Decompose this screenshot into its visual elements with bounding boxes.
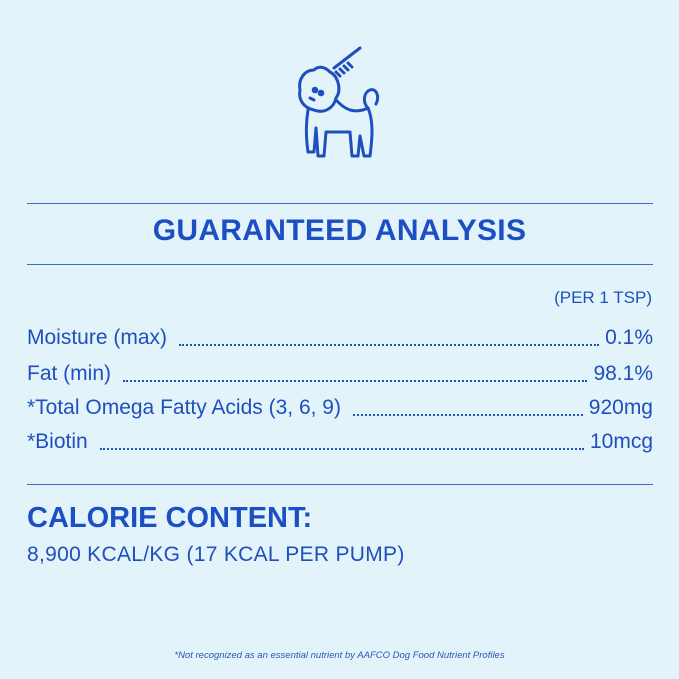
divider [27, 264, 653, 265]
analysis-row: *Biotin 10mcg [27, 428, 653, 454]
row-label: Moisture (max) [27, 326, 168, 349]
footnote: *Not recognized as an essential nutrient… [174, 650, 505, 661]
row-value: 920mg [588, 396, 653, 419]
divider [27, 484, 653, 485]
row-label: *Biotin [27, 430, 88, 453]
section-title: GUARANTEED ANALYSIS [152, 214, 527, 247]
dog-with-brush-icon [298, 46, 380, 158]
row-label: Fat (min) [27, 362, 111, 385]
analysis-row: Moisture (max) 0.1% [27, 324, 653, 350]
calorie-value: 8,900 KCAL/KG (17 KCAL PER PUMP) [27, 543, 405, 566]
row-value: 98.1% [593, 362, 653, 385]
calorie-heading: CALORIE CONTENT: [27, 502, 313, 534]
analysis-row: *Total Omega Fatty Acids (3, 6, 9) 920mg [27, 394, 653, 420]
divider [27, 203, 653, 204]
row-label: *Total Omega Fatty Acids (3, 6, 9) [27, 396, 341, 419]
serving-unit: (PER 1 TSP) [554, 288, 652, 307]
analysis-row: Fat (min) 98.1% [27, 360, 653, 386]
row-value: 0.1% [605, 326, 653, 349]
row-value: 10mcg [589, 430, 653, 453]
